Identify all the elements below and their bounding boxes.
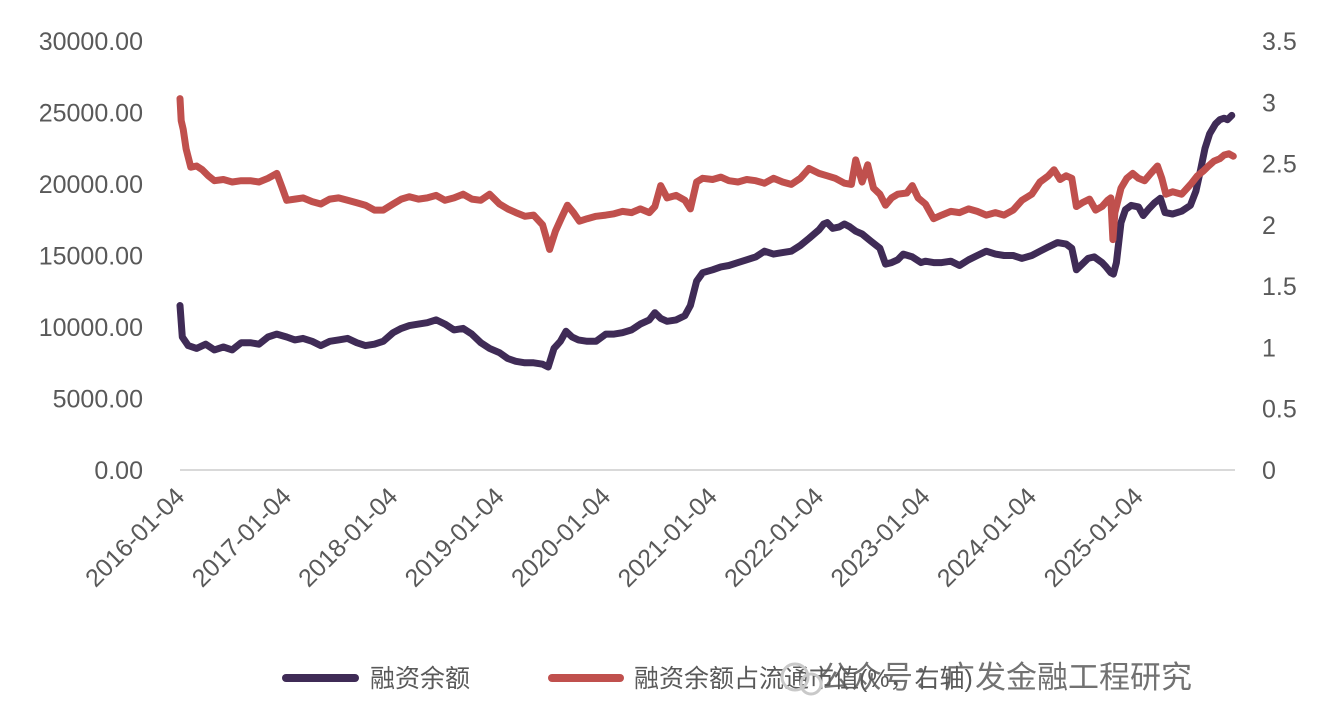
x-axis-tick-label: 2020-01-04 [506,482,616,592]
right-axis-tick-label: 3.5 [1262,28,1297,56]
series-line-financing-balance [176,111,1236,371]
axes-layer: 0.00 5000.00 10000.00 15000.00 20000.00 25000… [39,28,1297,593]
wechat-icon-bubble [799,672,823,696]
left-axis-tick-label: 20000.00 [39,171,143,199]
x-axis-tick-label: 2018-01-04 [293,482,403,592]
right-axis-tick-label: 3 [1262,89,1276,117]
legend-label: 融资余额 [370,665,470,693]
right-axis-tick-label: 1 [1262,334,1276,362]
right-axis-tick-label: 0.5 [1262,396,1297,424]
x-axis-tick-label: 2022-01-04 [719,482,829,592]
watermark-text: 公众号：广发金融工程研究 [820,660,1192,695]
series-layer [176,95,1237,371]
left-axis-tick-label: 5000.00 [53,386,143,414]
right-axis-tick-label: 2 [1262,212,1276,240]
x-axis-tick-label: 2019-01-04 [400,482,510,592]
watermark: 公众号：广发金融工程研究 [780,660,1192,696]
wechat-icon [780,662,810,692]
x-axis-tick-label: 2017-01-04 [187,482,297,592]
x-axis-tick-label: 2016-01-04 [80,482,190,592]
series-line-financing-ratio [176,95,1237,253]
left-axis-tick-label: 15000.00 [39,243,143,271]
left-axis-tick-label: 30000.00 [39,28,143,56]
right-axis-tick-label: 1.5 [1262,273,1297,301]
x-axis-tick-label: 2021-01-04 [613,482,723,592]
x-axis-tick-label: 2024-01-04 [932,482,1042,592]
left-axis-tick-label: 25000.00 [39,100,143,128]
left-axis-tick-label: 0.00 [94,457,143,485]
x-axis-tick-label: 2023-01-04 [825,482,935,592]
x-axis-tick-label: 2025-01-04 [1039,482,1149,592]
right-axis-tick-label: 2.5 [1262,151,1297,179]
right-axis-tick-label: 0 [1262,457,1276,485]
left-axis-tick-label: 10000.00 [39,314,143,342]
